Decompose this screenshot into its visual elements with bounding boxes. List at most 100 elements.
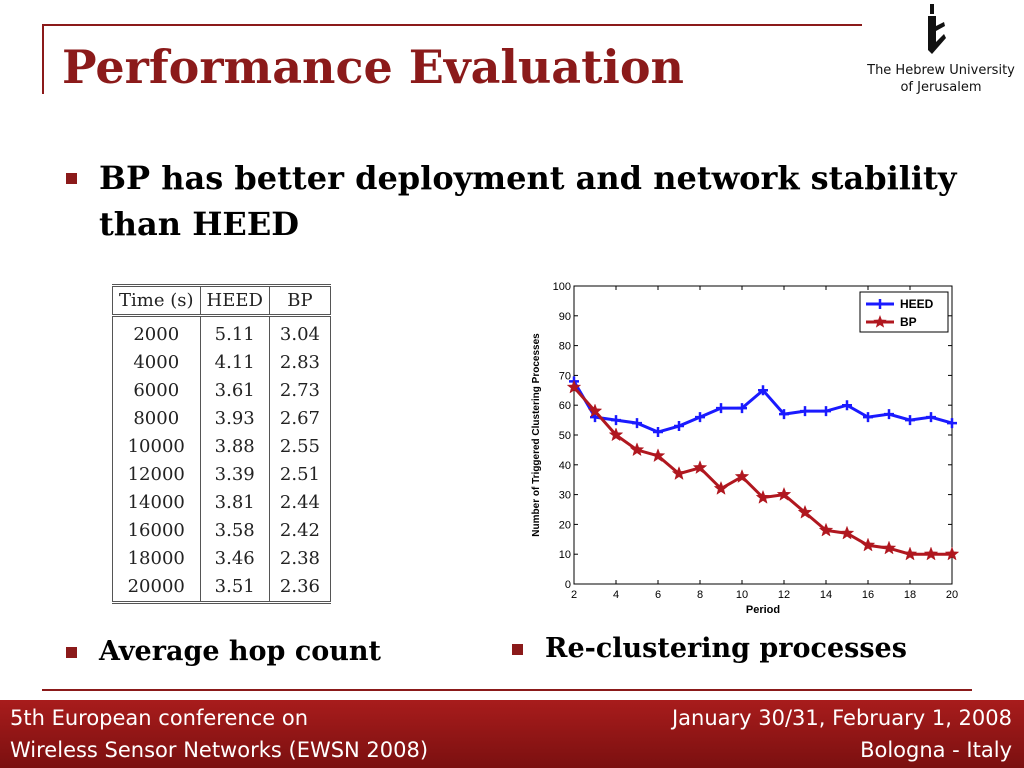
- university-logo: The Hebrew University of Jerusalem: [858, 2, 1024, 102]
- footer-location: Bologna - Italy: [860, 738, 1012, 762]
- lamed-emblem-icon: [928, 4, 946, 54]
- table-header-heed: HEED: [200, 285, 270, 316]
- bp-point: [608, 427, 624, 442]
- table-cell-time: 10000: [112, 433, 201, 461]
- table-cell-heed: 3.39: [200, 461, 270, 489]
- table-row: 18000 3.46 2.38: [112, 545, 332, 573]
- heed-point: [758, 385, 768, 396]
- table-row: 8000 3.93 2.67: [112, 405, 332, 433]
- bp-point: [902, 546, 918, 561]
- legend-label-bp: BP: [900, 315, 917, 329]
- table-cell-time: 14000: [112, 489, 201, 517]
- table-cell-bp: 2.83: [269, 349, 332, 377]
- legend-marker-heed: [875, 299, 885, 309]
- table-row: 6000 3.61 2.73: [112, 377, 332, 405]
- table-cell-time: 20000: [112, 573, 201, 603]
- heed-point: [632, 418, 642, 429]
- chart-caption-bullet: Re-clustering processes: [512, 633, 907, 665]
- table-cell-heed: 3.46: [200, 545, 270, 573]
- table-cell-bp: 3.04: [269, 315, 332, 349]
- x-tick-label: 20: [946, 589, 958, 601]
- legend-box: [859, 291, 949, 333]
- y-tick-label: 90: [559, 311, 571, 323]
- table-cell-heed: 4.11: [200, 349, 270, 377]
- x-axis-label: Period: [746, 604, 780, 616]
- bp-point: [587, 403, 603, 418]
- heed-point: [884, 409, 894, 420]
- footer-separator: [42, 689, 972, 691]
- table-body: 2000 5.11 3.04 4000 4.11 2.83 6000 3.61 2.73 8000…: [112, 315, 332, 603]
- bp-point: [650, 448, 666, 463]
- y-tick-label: 60: [559, 400, 571, 412]
- table-caption-text: Average hop count: [99, 636, 381, 667]
- y-tick-label: 20: [559, 519, 571, 531]
- bp-point: [692, 460, 708, 475]
- heed-point: [737, 403, 747, 414]
- heed-point: [926, 412, 936, 423]
- x-tick-label: 4: [613, 589, 619, 601]
- heed-point: [611, 415, 621, 426]
- table-cell-bp: 2.38: [269, 545, 332, 573]
- bp-point: [629, 442, 645, 457]
- y-tick-label: 40: [559, 460, 571, 472]
- footer-conference-name: Wireless Sensor Networks (EWSN 2008): [10, 738, 429, 762]
- heed-point: [653, 427, 663, 438]
- bp-point: [818, 522, 834, 537]
- table-row: 14000 3.81 2.44: [112, 489, 332, 517]
- title-accent-bar: [42, 24, 44, 94]
- bp-point: [755, 489, 771, 504]
- y-tick-label: 10: [559, 549, 571, 561]
- table-cell-time: 8000: [112, 405, 201, 433]
- slide-title: Performance Evaluation: [62, 40, 684, 94]
- heed-point: [779, 409, 789, 420]
- bp-point: [566, 379, 582, 394]
- x-tick-label: 16: [862, 589, 874, 601]
- table-cell-heed: 3.93: [200, 405, 270, 433]
- heed-point: [905, 415, 915, 426]
- y-tick-label: 50: [559, 430, 571, 442]
- table-row: 20000 3.51 2.36: [112, 573, 332, 603]
- x-tick-label: 14: [820, 589, 832, 601]
- table-cell-bp: 2.55: [269, 433, 332, 461]
- table-cell-heed: 3.51: [200, 573, 270, 603]
- table-cell-bp: 2.42: [269, 517, 332, 545]
- y-tick-label: 100: [553, 281, 571, 293]
- title-accent-line: [42, 24, 862, 26]
- heed-point: [821, 406, 831, 417]
- hop-count-table: Time (s) HEED BP 2000 5.11 3.04 4000 4.11 2.8…: [112, 284, 332, 604]
- y-axis-label: Number of Triggered Clustering Processes: [531, 333, 542, 537]
- y-tick-label: 70: [559, 370, 571, 382]
- table-row: 10000 3.88 2.55: [112, 433, 332, 461]
- x-tick-label: 18: [904, 589, 916, 601]
- logo-text-line2: of Jerusalem: [900, 80, 982, 95]
- heed-point: [863, 412, 873, 423]
- main-bullet-text: BP has better deployment and network sta…: [99, 159, 957, 243]
- x-tick-label: 8: [697, 589, 703, 601]
- bp-point: [860, 537, 876, 552]
- table-row: 12000 3.39 2.51: [112, 461, 332, 489]
- bp-point: [944, 546, 960, 561]
- heed-point: [947, 418, 957, 429]
- table-cell-bp: 2.36: [269, 573, 332, 603]
- footer-banner: 5th European conference on Wireless Sens…: [0, 700, 1024, 768]
- plot-area: [573, 285, 953, 585]
- table-cell-time: 12000: [112, 461, 201, 489]
- table-cell-time: 4000: [112, 349, 201, 377]
- table-cell-bp: 2.73: [269, 377, 332, 405]
- table-caption-bullet: Average hop count: [66, 636, 381, 668]
- table-cell-bp: 2.51: [269, 461, 332, 489]
- heed-point: [716, 403, 726, 414]
- bp-point: [734, 469, 750, 483]
- bullet-square-icon: [66, 173, 77, 184]
- bp-point: [671, 466, 687, 480]
- x-tick-label: 12: [778, 589, 790, 601]
- table-cell-heed: 3.88: [200, 433, 270, 461]
- bp-point: [797, 504, 813, 519]
- bp-point: [776, 486, 792, 501]
- table-cell-time: 6000: [112, 377, 201, 405]
- table-header-bp: BP: [269, 285, 332, 316]
- bp-point: [923, 546, 939, 561]
- table-cell-heed: 3.81: [200, 489, 270, 517]
- footer-conference: 5th European conference on: [10, 706, 308, 730]
- bp-point: [839, 525, 855, 540]
